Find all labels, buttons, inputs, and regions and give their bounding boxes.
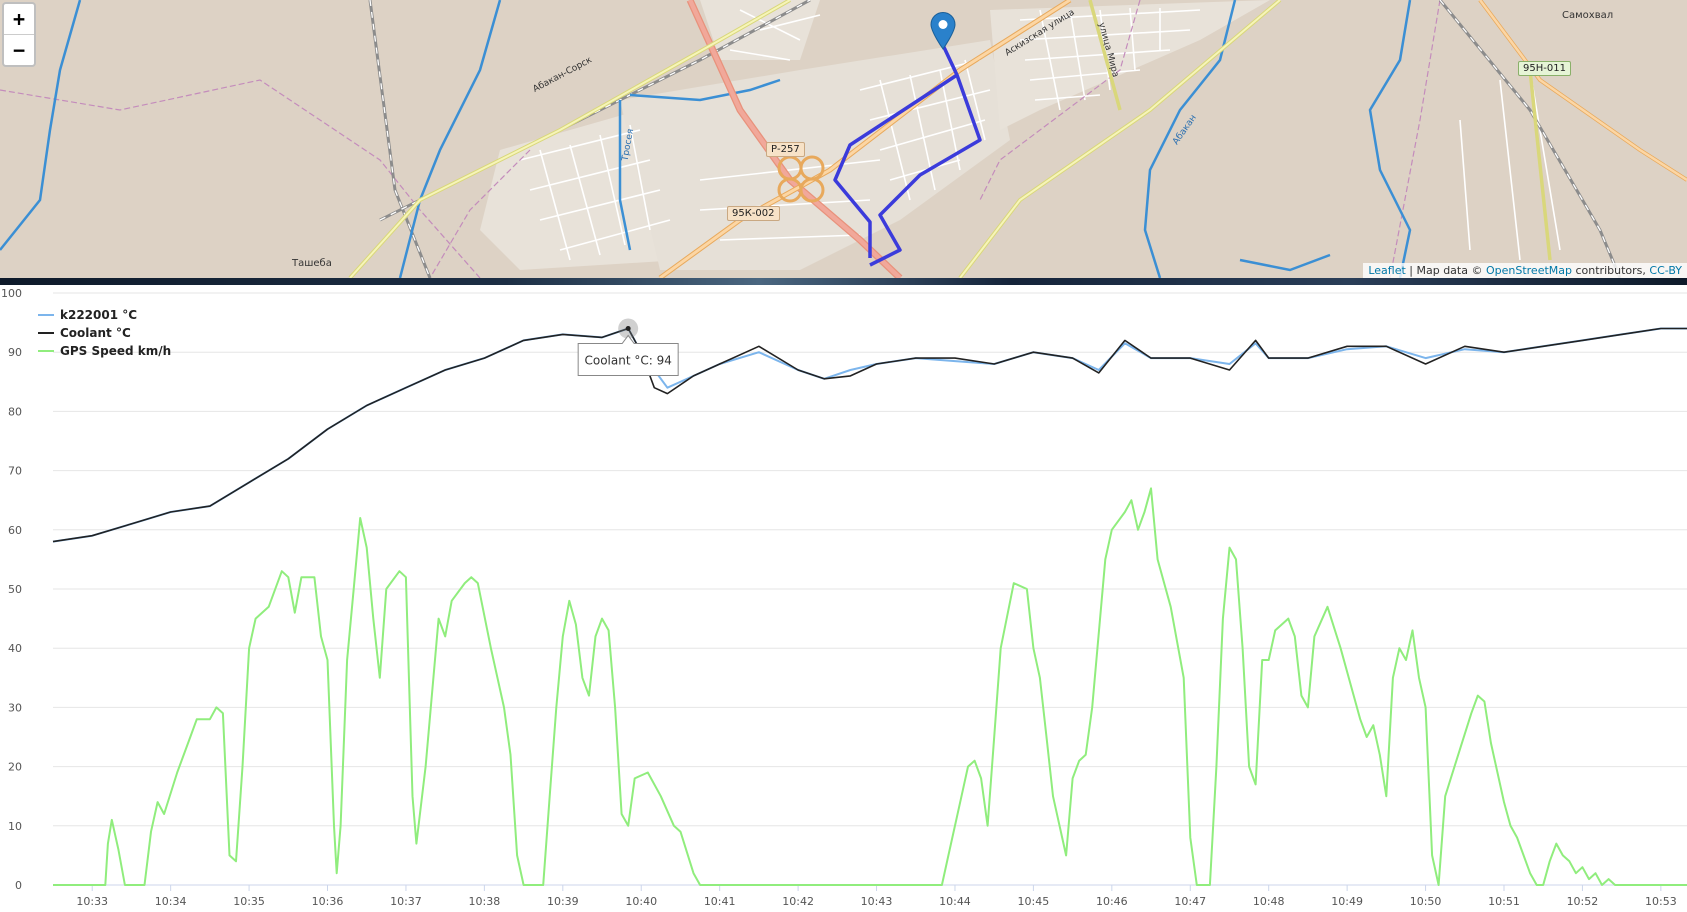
- x-tick-label: 10:49: [1331, 895, 1363, 908]
- x-tick-label: 10:41: [704, 895, 736, 908]
- y-tick-label: 90: [8, 346, 22, 359]
- map-place-label: Самохвал: [1562, 10, 1614, 21]
- x-tick-label: 10:48: [1253, 895, 1285, 908]
- x-tick-label: 10:43: [861, 895, 893, 908]
- y-tick-label: 10: [8, 820, 22, 833]
- map-place-label: Ташеба: [292, 258, 332, 269]
- x-tick-label: 10:51: [1488, 895, 1520, 908]
- hover-point: [625, 326, 631, 332]
- series-line: [52, 327, 1687, 543]
- leaflet-link[interactable]: Leaflet: [1368, 264, 1406, 277]
- map-attribution: Leaflet | Map data © OpenStreetMap contr…: [1363, 263, 1687, 278]
- zoom-out-button[interactable]: −: [4, 34, 34, 65]
- y-tick-label: 40: [8, 642, 22, 655]
- x-tick-label: 10:33: [76, 895, 108, 908]
- y-tick-label: 20: [8, 761, 22, 774]
- series-line: [53, 487, 1687, 886]
- chart-tooltip: Coolant °C: 94: [577, 318, 679, 377]
- tooltip-text: Coolant °C: 94: [584, 354, 671, 368]
- chart-legend[interactable]: k222001 °C Coolant °C GPS Speed km/h: [38, 308, 171, 358]
- map-streets: [519, 7, 1561, 261]
- x-tick-label: 10:37: [390, 895, 422, 908]
- y-tick-label: 60: [8, 524, 22, 537]
- y-tick-label: 0: [15, 879, 22, 892]
- x-tick-label: 10:45: [1018, 895, 1050, 908]
- chart-grid: [53, 292, 1687, 886]
- road-shield: 95Н-011: [1518, 61, 1571, 76]
- attribution-text: contributors,: [1572, 264, 1650, 277]
- x-tick-label: 10:39: [547, 895, 579, 908]
- x-tick-label: 10:46: [1096, 895, 1128, 908]
- zoom-in-button[interactable]: +: [12, 7, 26, 31]
- map[interactable]: + − Самохвал Ташеба Абакан-Сорск Аскизск…: [0, 0, 1687, 278]
- y-tick-label: 30: [8, 701, 22, 714]
- x-tick-label: 10:52: [1567, 895, 1599, 908]
- road-shield: Р-257: [766, 142, 805, 157]
- y-axis: 0 10 20 30 40 50 60 70 80 90 100: [1, 287, 22, 892]
- x-tick-label: 10:34: [155, 895, 187, 908]
- x-tick-label: 10:36: [312, 895, 344, 908]
- chart-series: [52, 327, 1687, 886]
- panel-divider: [0, 278, 1687, 285]
- x-tick-label: 10:42: [782, 895, 814, 908]
- x-tick-label: 10:47: [1174, 895, 1206, 908]
- y-tick-label: 70: [8, 465, 22, 478]
- x-axis: 10:33 10:34 10:35 10:36 10:37 10:38 10:39 10:40…: [76, 885, 1677, 908]
- zoom-control: + −: [2, 2, 36, 67]
- map-interchange: [777, 155, 825, 203]
- route-line: [833, 27, 982, 267]
- series-line: [52, 327, 1687, 543]
- tooltip-box: [577, 334, 679, 377]
- y-tick-label: 100: [1, 287, 22, 300]
- x-tick-label: 10:40: [625, 895, 657, 908]
- y-tick-label: 80: [8, 405, 22, 418]
- x-tick-label: 10:38: [469, 895, 501, 908]
- license-link[interactable]: CC-BY: [1649, 264, 1682, 277]
- x-tick-label: 10:50: [1410, 895, 1442, 908]
- x-tick-label: 10:44: [939, 895, 971, 908]
- location-marker-icon[interactable]: [930, 12, 956, 50]
- map-tiles: [0, 0, 1687, 278]
- legend-item[interactable]: k222001 °C: [60, 308, 137, 322]
- y-tick-label: 50: [8, 583, 22, 596]
- map-boundaries: [0, 0, 1441, 278]
- legend-item[interactable]: Coolant °C: [60, 326, 131, 340]
- x-tick-label: 10:53: [1645, 895, 1677, 908]
- osm-link[interactable]: OpenStreetMap: [1485, 264, 1572, 277]
- road-shield: 95К-002: [727, 206, 780, 221]
- legend-item[interactable]: GPS Speed km/h: [60, 344, 171, 358]
- x-tick-label: 10:35: [233, 895, 265, 908]
- attribution-text: | Map data ©: [1405, 264, 1486, 277]
